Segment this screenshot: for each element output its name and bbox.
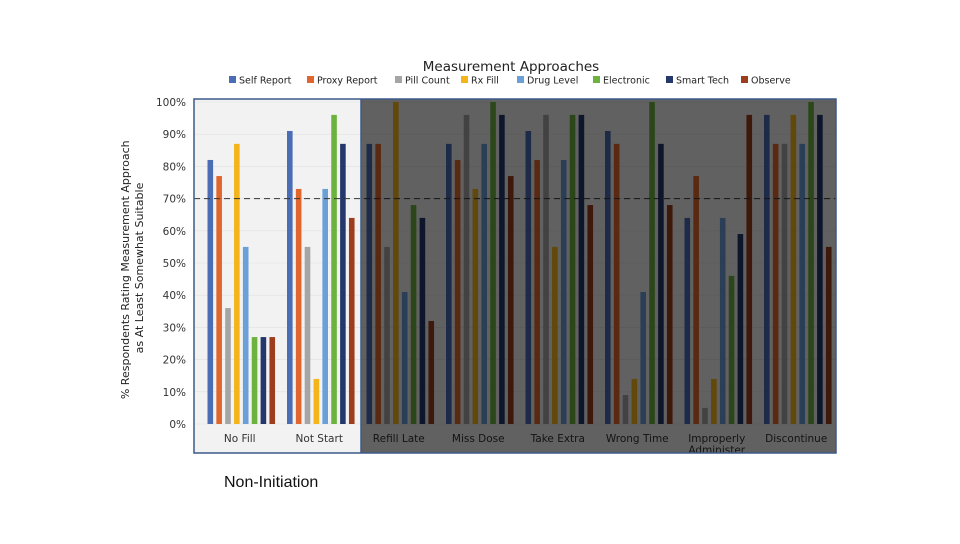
bar-not-start-pill-count — [304, 246, 311, 424]
legend-swatch-drug-level — [517, 76, 524, 83]
y-tick-label: 60% — [163, 226, 186, 238]
plot-border — [193, 98, 837, 454]
dimmed-region-overlay — [361, 99, 836, 453]
bar-no-fill-observe — [269, 337, 276, 424]
x-tick-label: No Fill — [224, 433, 256, 445]
legend-label-observe: Observe — [751, 76, 791, 87]
bar-not-start-electronic — [331, 114, 337, 424]
y-tick-label: 70% — [163, 194, 186, 206]
legend-label-drug-level: Drug Level — [527, 76, 578, 87]
chart-title: Measurement Approaches — [423, 59, 599, 75]
bar-not-start-observe — [348, 217, 355, 424]
legend-label-pill-count: Pill Count — [405, 76, 450, 87]
legend-swatch-smart-tech — [666, 76, 673, 83]
bar-no-fill-drug-level — [242, 246, 249, 424]
legend-swatch-proxy-report — [307, 76, 314, 83]
bar-no-fill-smart-tech — [260, 337, 267, 424]
y-tick-label: 10% — [163, 387, 186, 399]
legend-label-self-report: Self Report — [239, 76, 292, 87]
bar-not-start-smart-tech — [340, 143, 346, 425]
y-tick-label: 100% — [156, 97, 186, 109]
legend-swatch-observe — [741, 76, 748, 83]
bar-no-fill-pill-count — [225, 308, 231, 424]
bar-not-start-proxy-report — [295, 188, 302, 424]
y-tick-label: 0% — [169, 419, 186, 431]
legend-swatch-electronic — [593, 76, 600, 83]
x-tick-label: Not Start — [296, 433, 343, 445]
legend-label-electronic: Electronic — [603, 76, 650, 87]
caption-non-initiation: Non-Initiation — [224, 474, 319, 491]
bar-not-start-self-report — [287, 130, 293, 425]
bar-no-fill-rx-fill — [234, 143, 240, 425]
bar-no-fill-electronic — [251, 337, 258, 424]
legend-swatch-rx-fill — [461, 76, 468, 83]
legend-swatch-self-report — [229, 76, 236, 83]
bar-not-start-rx-fill — [313, 378, 320, 424]
y-axis-label-line-1: % Respondents Rating Measurement Approac… — [119, 140, 132, 399]
bar-not-start-drug-level — [322, 188, 328, 424]
y-tick-label: 30% — [163, 322, 186, 334]
y-tick-label: 20% — [163, 355, 186, 367]
bar-no-fill-proxy-report — [216, 176, 222, 424]
y-axis-label-line-2: as At Least Somewhat Suitable — [133, 182, 146, 353]
y-axis-label: % Respondents Rating Measurement Approac… — [119, 137, 146, 399]
bar-no-fill-self-report — [207, 159, 214, 424]
legend-label-smart-tech: Smart Tech — [676, 76, 729, 87]
legend-swatch-pill-count — [395, 76, 402, 83]
legend-label-rx-fill: Rx Fill — [471, 76, 499, 87]
y-tick-label: 90% — [163, 129, 186, 141]
y-tick-label: 50% — [163, 258, 186, 270]
legend-label-proxy-report: Proxy Report — [317, 76, 378, 87]
y-tick-label: 40% — [163, 290, 186, 302]
y-tick-label: 80% — [163, 161, 186, 173]
